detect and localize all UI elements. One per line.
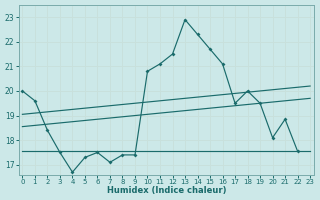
X-axis label: Humidex (Indice chaleur): Humidex (Indice chaleur) bbox=[107, 186, 226, 195]
